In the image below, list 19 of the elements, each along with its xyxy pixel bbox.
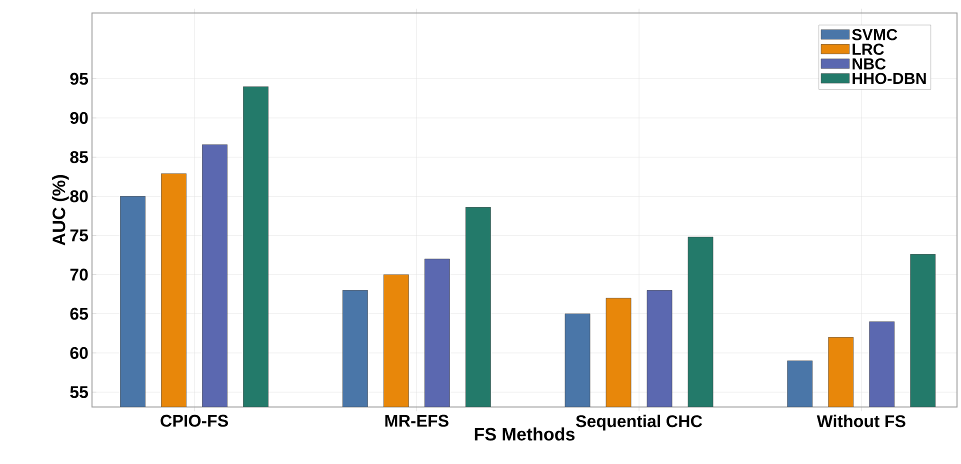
y-tick-label: 90 [70, 112, 88, 124]
x-tick-label: MR-EFS [385, 414, 448, 427]
y-tick-label: 70 [70, 268, 88, 281]
y-tick-label: 75 [70, 230, 88, 242]
x-tick-label: Without FS [816, 414, 906, 428]
x-axis-title: FS Methods [474, 427, 575, 441]
y-tick-label: 95 [70, 72, 88, 85]
legend-label: LRC [852, 44, 884, 55]
legend-label: HHO-DBN [852, 72, 926, 84]
legend-label: NBC [852, 58, 886, 70]
y-axis-title: AUC (%) [52, 175, 69, 246]
x-tick-label: Sequential CHC [576, 414, 702, 431]
y-tick-label: 85 [70, 151, 88, 164]
y-tick-label: 65 [70, 308, 88, 320]
y-tick-label: 60 [70, 346, 88, 359]
y-tick-label: 80 [70, 190, 88, 202]
y-tick-label: 55 [70, 386, 88, 398]
x-tick-label: CPIO-FS [160, 414, 228, 427]
legend-label: SVMC [852, 29, 898, 40]
